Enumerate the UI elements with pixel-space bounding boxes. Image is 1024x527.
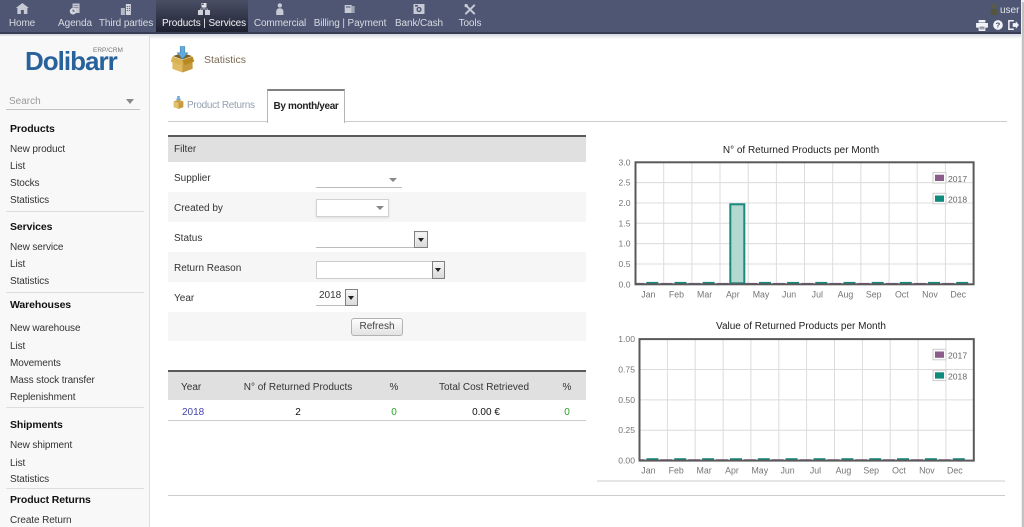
svg-text:0.50: 0.50 bbox=[618, 395, 635, 405]
svg-text:1.00: 1.00 bbox=[618, 334, 635, 344]
svg-text:0.0: 0.0 bbox=[619, 279, 631, 289]
svg-text:Sep: Sep bbox=[863, 465, 879, 475]
svg-text:3.0: 3.0 bbox=[619, 157, 631, 167]
svg-text:Jun: Jun bbox=[782, 289, 796, 299]
svg-text:Jan: Jan bbox=[641, 465, 655, 475]
svg-text:Nov: Nov bbox=[919, 465, 935, 475]
svg-text:2018: 2018 bbox=[948, 195, 967, 205]
svg-text:2017: 2017 bbox=[948, 351, 967, 361]
svg-text:Oct: Oct bbox=[895, 289, 909, 299]
svg-text:0.75: 0.75 bbox=[618, 365, 635, 375]
svg-text:Feb: Feb bbox=[669, 289, 684, 299]
svg-text:Jun: Jun bbox=[781, 465, 795, 475]
svg-text:?: ? bbox=[996, 21, 1001, 30]
svg-text:Apr: Apr bbox=[726, 289, 740, 299]
svg-text:Aug: Aug bbox=[836, 465, 852, 475]
svg-text:May: May bbox=[753, 289, 770, 299]
svg-text:Jul: Jul bbox=[812, 289, 823, 299]
svg-text:Aug: Aug bbox=[838, 289, 854, 299]
svg-text:1.0: 1.0 bbox=[619, 239, 631, 249]
svg-text:1.5: 1.5 bbox=[619, 218, 631, 228]
svg-text:Sep: Sep bbox=[866, 289, 882, 299]
svg-text:Mar: Mar bbox=[697, 289, 712, 299]
svg-text:2018: 2018 bbox=[948, 372, 967, 382]
svg-text:Oct: Oct bbox=[892, 465, 906, 475]
svg-text:Dec: Dec bbox=[950, 289, 966, 299]
svg-text:0.25: 0.25 bbox=[618, 425, 635, 435]
svg-text:0.5: 0.5 bbox=[619, 259, 631, 269]
svg-text:0.00: 0.00 bbox=[618, 456, 635, 466]
svg-text:Value of Returned Products per: Value of Returned Products per Month bbox=[716, 321, 886, 332]
svg-text:Dec: Dec bbox=[947, 465, 963, 475]
svg-text:Nov: Nov bbox=[922, 289, 938, 299]
svg-text:Jul: Jul bbox=[810, 465, 821, 475]
svg-text:Mar: Mar bbox=[697, 465, 712, 475]
svg-text:May: May bbox=[751, 465, 768, 475]
svg-text:Apr: Apr bbox=[725, 465, 739, 475]
svg-text:N° of Returned Products per Mo: N° of Returned Products per Month bbox=[723, 145, 879, 156]
svg-text:Feb: Feb bbox=[669, 465, 684, 475]
svg-text:2.0: 2.0 bbox=[619, 198, 631, 208]
svg-text:2017: 2017 bbox=[948, 174, 967, 184]
svg-text:Jan: Jan bbox=[641, 289, 655, 299]
svg-text:2.5: 2.5 bbox=[619, 178, 631, 188]
